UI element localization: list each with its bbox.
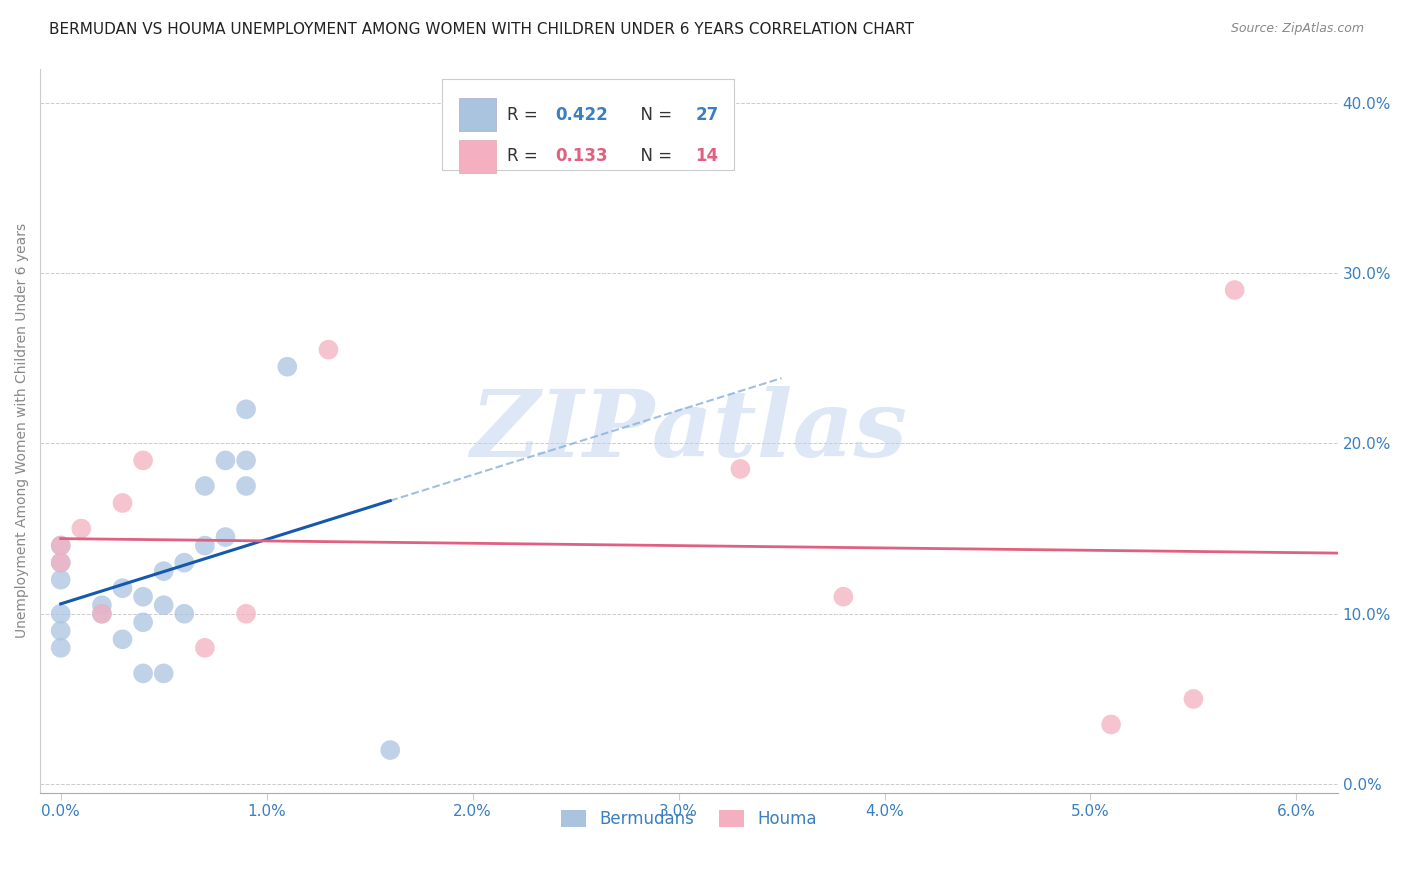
Point [152, 599, 174, 613]
Point [173, 556, 195, 570]
Point [90, 607, 112, 621]
Text: 0.133: 0.133 [555, 147, 607, 165]
Point [214, 530, 236, 544]
Point [111, 632, 134, 647]
Point [132, 615, 155, 630]
Point [235, 402, 257, 417]
Legend: Bermudans, Houma: Bermudans, Houma [554, 804, 824, 835]
Point [90, 607, 112, 621]
Point [49, 556, 72, 570]
Point [194, 479, 217, 493]
Point [152, 666, 174, 681]
Point [1182, 692, 1205, 706]
Point [90, 599, 112, 613]
Text: BERMUDAN VS HOUMA UNEMPLOYMENT AMONG WOMEN WITH CHILDREN UNDER 6 YEARS CORRELATI: BERMUDAN VS HOUMA UNEMPLOYMENT AMONG WOM… [49, 22, 914, 37]
Point [173, 607, 195, 621]
Text: Source: ZipAtlas.com: Source: ZipAtlas.com [1230, 22, 1364, 36]
FancyBboxPatch shape [460, 140, 495, 173]
Point [194, 539, 217, 553]
Point [235, 453, 257, 467]
Point [111, 581, 134, 595]
Point [49, 556, 72, 570]
Point [49, 539, 72, 553]
Point [49, 640, 72, 655]
Point [132, 453, 155, 467]
FancyBboxPatch shape [460, 98, 495, 131]
Point [730, 462, 752, 476]
Point [235, 479, 257, 493]
Text: 0.422: 0.422 [555, 105, 607, 124]
Text: 27: 27 [696, 105, 718, 124]
Point [49, 573, 72, 587]
Point [49, 624, 72, 638]
Point [832, 590, 855, 604]
Point [276, 359, 298, 374]
Text: 14: 14 [696, 147, 718, 165]
Point [318, 343, 340, 357]
Point [132, 666, 155, 681]
Point [1223, 283, 1246, 297]
Point [49, 539, 72, 553]
Text: R =: R = [508, 105, 543, 124]
Point [49, 607, 72, 621]
Point [194, 640, 217, 655]
Point [152, 564, 174, 578]
Point [1099, 717, 1122, 731]
Point [235, 607, 257, 621]
Y-axis label: Unemployment Among Women with Children Under 6 years: Unemployment Among Women with Children U… [15, 223, 30, 638]
Point [380, 743, 402, 757]
FancyBboxPatch shape [443, 79, 734, 169]
Point [70, 522, 93, 536]
Point [214, 453, 236, 467]
Point [111, 496, 134, 510]
Text: N =: N = [630, 147, 678, 165]
Text: N =: N = [630, 105, 678, 124]
Text: R =: R = [508, 147, 543, 165]
Point [132, 590, 155, 604]
Text: ZIPatlas: ZIPatlas [471, 385, 907, 475]
